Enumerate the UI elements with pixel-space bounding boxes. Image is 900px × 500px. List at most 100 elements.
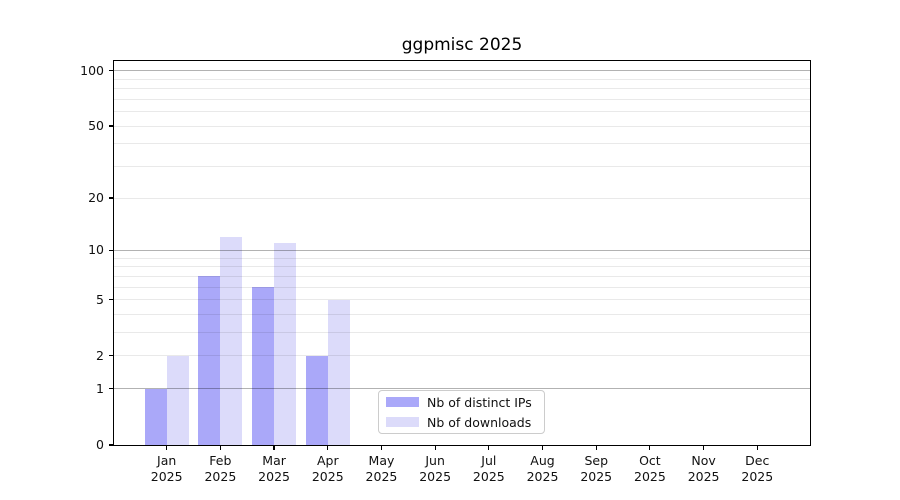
y-tick-label: 5	[96, 291, 104, 307]
y-tick-mark	[109, 355, 114, 357]
gridline-minor	[114, 143, 810, 145]
y-tick-label: 2	[96, 347, 104, 363]
gridline-minor	[114, 299, 810, 301]
x-tick-mark	[380, 445, 383, 450]
x-tick-label-jul: Jul 2025	[459, 453, 519, 484]
x-tick-label-jan: Jan 2025	[137, 453, 197, 484]
x-tick-year: 2025	[150, 468, 183, 484]
gridline-minor	[114, 286, 810, 288]
legend-label-distinct-ips: Nb of distinct IPs	[427, 394, 532, 410]
x-tick-mark	[273, 445, 275, 450]
x-tick-year: 2025	[580, 468, 613, 484]
x-tick-year: 2025	[634, 468, 666, 484]
x-tick-year: 2025	[526, 468, 559, 484]
gridline-minor	[114, 313, 810, 315]
y-tick-mark	[109, 249, 114, 252]
x-tick-month: Sep	[584, 453, 608, 468]
bar-distinct-ips-apr	[305, 355, 328, 445]
gridline-minor	[114, 332, 810, 334]
gridline-minor	[114, 257, 810, 259]
y-tick-mark	[109, 125, 114, 127]
gridline-minor	[114, 197, 810, 199]
x-tick-mark	[541, 445, 544, 450]
x-tick-month: Dec	[745, 453, 770, 468]
x-tick-label-nov: Nov 2025	[674, 453, 734, 484]
y-tick-mark	[109, 197, 114, 199]
x-tick-label-feb: Feb 2025	[190, 453, 250, 484]
gridline-minor	[114, 87, 810, 89]
x-tick-mark	[166, 445, 168, 450]
x-tick-month: Jun	[425, 453, 445, 468]
x-tick-month: Feb	[209, 453, 232, 468]
x-tick-label-may: May 2025	[351, 453, 411, 484]
x-tick-label-sep: Sep 2025	[566, 453, 626, 484]
legend-row-distinct-ips: Nb of distinct IPs	[386, 392, 544, 412]
x-tick-month: May	[368, 453, 395, 468]
legend: Nb of distinct IPs Nb of downloads	[378, 390, 545, 434]
x-tick-month: Jan	[157, 453, 177, 468]
x-tick-mark	[327, 445, 329, 450]
bars-layer	[114, 61, 810, 445]
x-tick-mark	[756, 445, 758, 450]
x-tick-year: 2025	[204, 468, 237, 484]
bar-distinct-ips-jan	[144, 388, 167, 445]
gridline-major	[114, 249, 810, 252]
y-tick-label: 0	[96, 437, 104, 452]
x-tick-year: 2025	[258, 468, 290, 484]
chart-title: ggpmisc 2025	[401, 35, 523, 55]
x-tick-label-mar: Mar 2025	[244, 453, 304, 484]
legend-row-downloads: Nb of downloads	[386, 412, 544, 432]
y-tick-mark	[109, 299, 114, 301]
x-tick-year: 2025	[687, 468, 720, 484]
x-tick-month: Apr	[316, 453, 339, 468]
gridlines-layer	[114, 61, 810, 445]
bar-distinct-ips-feb	[198, 276, 221, 445]
x-tick-year: 2025	[365, 468, 398, 484]
x-tick-mark	[434, 445, 436, 450]
x-tick-mark	[488, 445, 490, 450]
bar-distinct-ips-mar	[252, 287, 275, 445]
x-tick-year: 2025	[311, 468, 344, 484]
y-tick-label: 10	[88, 242, 104, 258]
legend-swatch-downloads	[386, 417, 419, 427]
x-tick-label-aug: Aug 2025	[513, 453, 573, 484]
gridline-minor	[114, 266, 810, 268]
plot-area	[114, 61, 810, 445]
y-tick-label: 20	[88, 190, 104, 205]
bar-downloads-mar	[274, 243, 297, 445]
gridline-major	[114, 388, 810, 390]
legend-label-downloads: Nb of downloads	[427, 414, 532, 430]
x-tick-month: Oct	[639, 453, 661, 468]
gridline-major	[114, 69, 810, 72]
gridline-minor	[114, 78, 810, 80]
x-tick-mark	[219, 445, 221, 450]
x-tick-label-jun: Jun 2025	[405, 453, 465, 484]
x-tick-month: Aug	[530, 453, 555, 468]
x-tick-mark	[703, 445, 705, 450]
legend-swatch-distinct-ips	[386, 397, 419, 407]
x-tick-mark	[649, 445, 651, 450]
y-tick-label: 1	[96, 380, 104, 396]
gridline-minor	[114, 165, 810, 167]
x-tick-label-oct: Oct 2025	[620, 453, 680, 484]
gridline-minor	[114, 125, 810, 127]
gridline-minor	[114, 275, 810, 277]
x-tick-year: 2025	[741, 468, 774, 484]
x-tick-label-apr: Apr 2025	[298, 453, 358, 484]
x-tick-month: Nov	[691, 453, 716, 468]
bar-downloads-apr	[327, 299, 350, 445]
y-tick-mark	[109, 69, 114, 72]
x-tick-label-dec: Dec 2025	[727, 453, 787, 484]
x-tick-mark	[595, 445, 597, 450]
bar-downloads-feb	[220, 236, 243, 445]
y-tick-label: 100	[80, 62, 104, 78]
x-tick-month: Mar	[262, 453, 286, 468]
y-tick-mark	[109, 388, 114, 390]
x-tick-year: 2025	[472, 468, 505, 484]
bar-downloads-jan	[166, 355, 189, 445]
gridline-minor	[114, 98, 810, 100]
x-tick-year: 2025	[419, 468, 452, 484]
y-tick-mark	[109, 444, 114, 446]
gridline-minor	[114, 355, 810, 357]
